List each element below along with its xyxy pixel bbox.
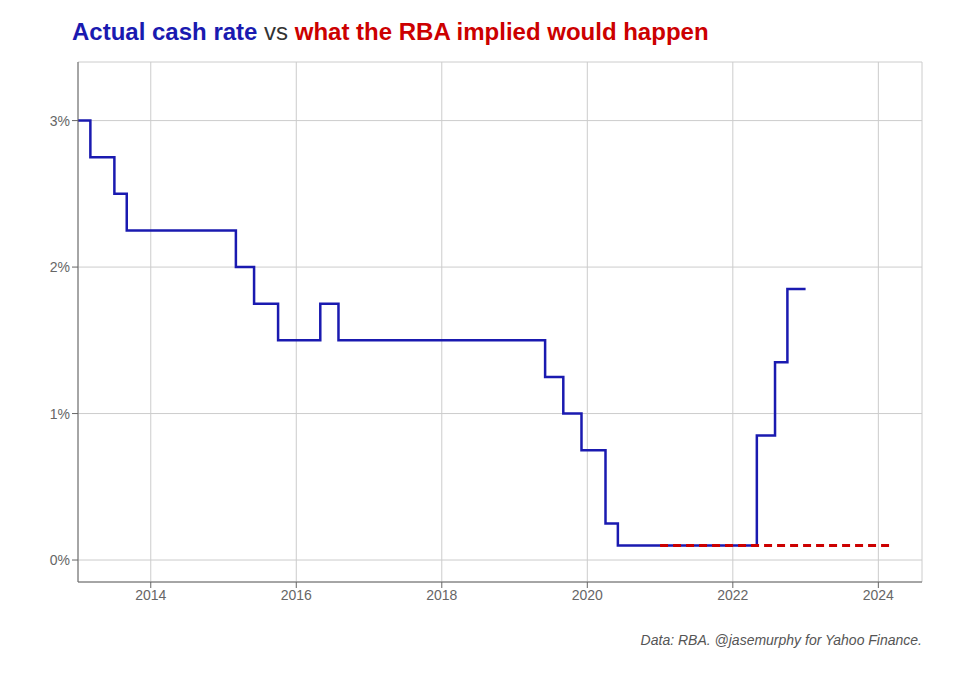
svg-text:2018: 2018 xyxy=(426,587,457,603)
svg-text:2014: 2014 xyxy=(135,587,166,603)
svg-text:2016: 2016 xyxy=(281,587,312,603)
svg-text:3%: 3% xyxy=(50,113,70,129)
svg-text:1%: 1% xyxy=(50,406,70,422)
svg-text:2020: 2020 xyxy=(572,587,603,603)
svg-text:0%: 0% xyxy=(50,552,70,568)
svg-text:2024: 2024 xyxy=(863,587,894,603)
html-text:Data: RBA. @jasemurphy for Yah: Data: RBA. @jasemurphy for Yahoo Finance… xyxy=(640,632,922,648)
html-text:Actual cash rate vs what the R: Actual cash rate vs what the RBA implied… xyxy=(72,18,709,45)
svg-text:2%: 2% xyxy=(50,259,70,275)
svg-text:2022: 2022 xyxy=(717,587,748,603)
